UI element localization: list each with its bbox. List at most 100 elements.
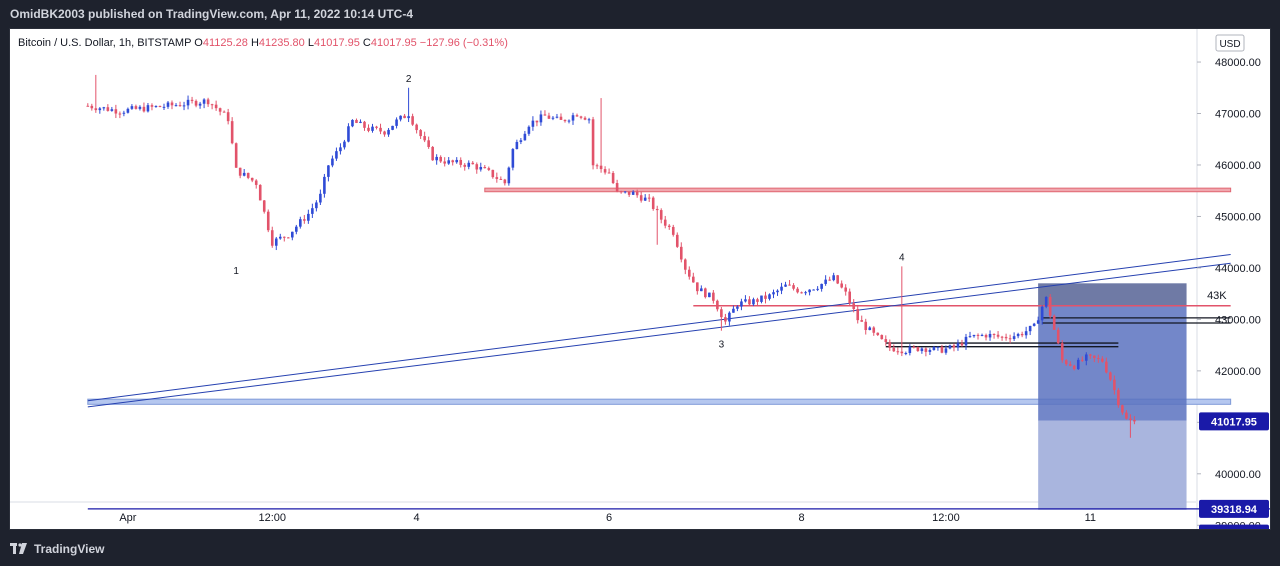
candle <box>367 124 370 133</box>
candle <box>110 106 114 112</box>
candle <box>667 224 671 230</box>
candle-body <box>860 320 864 322</box>
candle-body <box>567 120 571 122</box>
drawing-lines-layer[interactable] <box>87 254 1270 529</box>
candle <box>339 143 342 155</box>
candle-body <box>984 334 988 338</box>
legend-ohlc-value: 41017.95 <box>371 37 420 49</box>
price-chart[interactable]: 1 2 3 4 43K Bitcoin / U.S. Dollar, 1h, BITST… <box>10 29 1270 529</box>
candle-body <box>892 347 896 352</box>
plot-area[interactable] <box>10 29 1196 502</box>
candle <box>848 288 851 306</box>
candle <box>936 346 940 351</box>
price-tick-label: 42000.00 <box>1215 366 1261 378</box>
candle-body <box>114 109 118 114</box>
candle <box>591 116 595 170</box>
candle-body <box>591 119 595 166</box>
candle-body <box>287 237 290 239</box>
candle-body <box>864 321 868 331</box>
current-price-label-bg[interactable] <box>1199 412 1269 431</box>
candle-body <box>94 108 98 111</box>
candle-body <box>663 219 667 226</box>
candle <box>258 184 262 201</box>
candle <box>234 142 238 168</box>
candle <box>980 333 984 337</box>
candle <box>844 284 847 296</box>
candle <box>1113 375 1116 395</box>
candle-body <box>154 105 158 107</box>
candle-body <box>1129 418 1132 421</box>
candle-body <box>242 172 246 176</box>
candle-body <box>647 197 651 199</box>
candle <box>820 283 823 292</box>
position-reward-zone[interactable] <box>1038 420 1187 510</box>
candle-body <box>960 343 964 346</box>
candle-body <box>888 341 892 348</box>
candle-body <box>411 116 414 125</box>
candle <box>960 339 964 347</box>
candle-body <box>952 345 956 348</box>
candle <box>487 166 491 172</box>
candle-body <box>198 103 202 106</box>
candle <box>988 330 992 341</box>
candle <box>764 291 767 304</box>
candle <box>872 326 876 336</box>
trendline-lower[interactable] <box>87 262 1231 408</box>
candle-body <box>1080 359 1084 361</box>
candle-body <box>635 191 639 196</box>
level-label-39319-bg[interactable] <box>1199 499 1269 518</box>
candle <box>158 105 162 108</box>
candle-body <box>130 106 134 109</box>
candle-body <box>142 106 146 112</box>
candle <box>920 347 924 354</box>
candle-body <box>1093 355 1096 359</box>
candle <box>776 289 779 296</box>
candle <box>459 157 463 168</box>
candle <box>575 113 579 117</box>
candle <box>483 164 487 169</box>
trendline-upper[interactable] <box>87 254 1231 402</box>
candle <box>327 165 330 182</box>
candle <box>118 111 122 119</box>
zone-resistance-45k[interactable] <box>484 187 1232 193</box>
candle <box>900 266 904 357</box>
candle <box>291 231 294 241</box>
candle-body <box>315 202 318 209</box>
candle-body <box>840 283 843 288</box>
candle <box>407 87 410 123</box>
candle <box>315 200 318 212</box>
candle <box>547 112 551 120</box>
candle <box>106 104 110 112</box>
currency-badge[interactable] <box>1215 34 1245 52</box>
candle <box>178 101 182 107</box>
candle <box>639 191 643 203</box>
candle-body <box>238 167 242 176</box>
candle-body <box>303 219 306 221</box>
candle <box>732 305 735 313</box>
candle-body <box>122 112 126 114</box>
candle-body <box>1032 323 1036 326</box>
annotation-43k: 43K <box>1207 290 1227 302</box>
candle-body <box>266 211 270 231</box>
chart-frame[interactable]: 1 2 3 4 43K Bitcoin / U.S. Dollar, 1h, BITST… <box>9 28 1271 530</box>
candle-body <box>980 334 984 336</box>
candle <box>443 157 446 167</box>
candle <box>956 339 960 351</box>
price-tick-label: 40000.00 <box>1215 469 1261 481</box>
candle <box>295 224 298 235</box>
level-label-38839-bg[interactable] <box>1199 524 1269 529</box>
candle <box>1121 404 1124 415</box>
candle-body <box>631 191 635 195</box>
candle <box>587 117 591 124</box>
candle-body <box>571 115 575 121</box>
candle-body <box>1020 333 1024 336</box>
candle <box>700 285 703 292</box>
zone-support-41_5k[interactable] <box>87 398 1232 405</box>
candle <box>266 209 270 233</box>
candle <box>752 297 755 307</box>
candle-body <box>134 106 138 109</box>
candle-body <box>603 169 607 173</box>
candle-body <box>146 105 150 112</box>
price-axis[interactable]: 48000.00 47000.00 46000.00 45000.00 44000.00… <box>1197 34 1269 529</box>
